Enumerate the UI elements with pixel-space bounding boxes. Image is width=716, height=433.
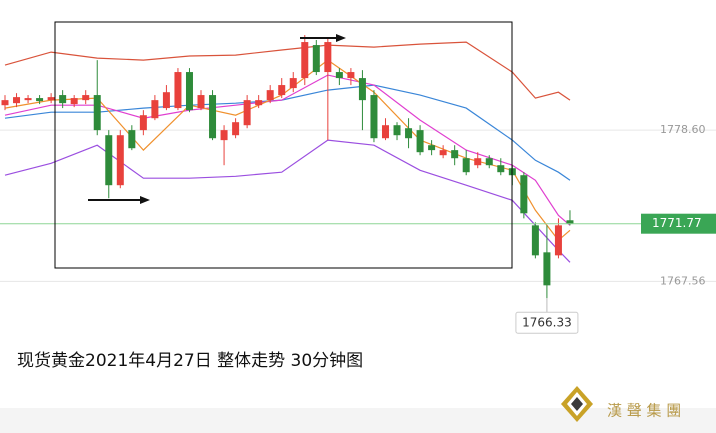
candle-body: [151, 100, 159, 119]
candle-body: [185, 72, 193, 111]
candle-body: [451, 150, 459, 159]
candle-body: [24, 98, 32, 101]
candle-body: [497, 165, 505, 173]
candle-body: [393, 125, 401, 136]
candle-body: [139, 115, 147, 131]
candle-body: [439, 150, 447, 156]
candle-body: [93, 95, 101, 131]
candle-body: [266, 90, 274, 101]
y-tick-label: 1778.60: [660, 123, 706, 136]
candle-body: [405, 128, 413, 139]
candle-body: [1, 100, 9, 106]
candle-body: [243, 100, 251, 126]
candle-body: [358, 78, 366, 101]
candle-body: [197, 95, 205, 109]
candle-body: [428, 145, 436, 151]
candle-body: [543, 252, 551, 286]
candle-body: [278, 85, 286, 96]
caption: 现货黄金2021年4月27日 整体走势 30分钟图: [17, 351, 363, 371]
candle-body: [520, 175, 528, 214]
logo: [561, 386, 593, 422]
candle-body: [335, 72, 343, 79]
watermark: 漢 聲 集 團: [607, 402, 681, 420]
candle-body: [174, 72, 182, 109]
candle-body: [128, 130, 136, 149]
candle-body: [347, 72, 355, 79]
candle-body: [82, 95, 90, 101]
timeline-strip: [0, 408, 716, 433]
low-label: 1766.33: [522, 316, 572, 330]
candle-body: [381, 125, 389, 139]
low-box: [515, 311, 579, 334]
candle-body: [566, 220, 574, 224]
candle-body: [301, 42, 309, 79]
candle-body: [105, 135, 113, 186]
arrow: [88, 196, 150, 204]
highlight-box: [54, 21, 513, 269]
candle-body: [13, 97, 21, 104]
candle-body: [554, 225, 562, 256]
candle-body: [232, 122, 240, 136]
y-tick-label: 1767.56: [660, 274, 706, 287]
candle-body: [59, 95, 67, 104]
candle-body: [416, 130, 424, 153]
candle-body: [209, 95, 217, 139]
candle-body: [36, 98, 44, 102]
arrow: [300, 34, 346, 42]
candle-body: [289, 78, 297, 89]
candle-body: [70, 98, 78, 105]
candle-body: [462, 158, 470, 173]
candle-body: [485, 158, 493, 166]
last-price-box: [641, 213, 716, 234]
candle-body: [312, 45, 320, 73]
candle-body: [47, 97, 55, 101]
candle-body: [324, 42, 332, 73]
candle-body: [531, 225, 539, 256]
candle-body: [162, 92, 170, 109]
candle-body: [220, 130, 228, 141]
candle-body: [474, 158, 482, 166]
candle-body: [255, 100, 263, 106]
candle-body: [370, 95, 378, 139]
candle-body: [116, 135, 124, 186]
last-price-label: 1771.77: [652, 216, 702, 230]
